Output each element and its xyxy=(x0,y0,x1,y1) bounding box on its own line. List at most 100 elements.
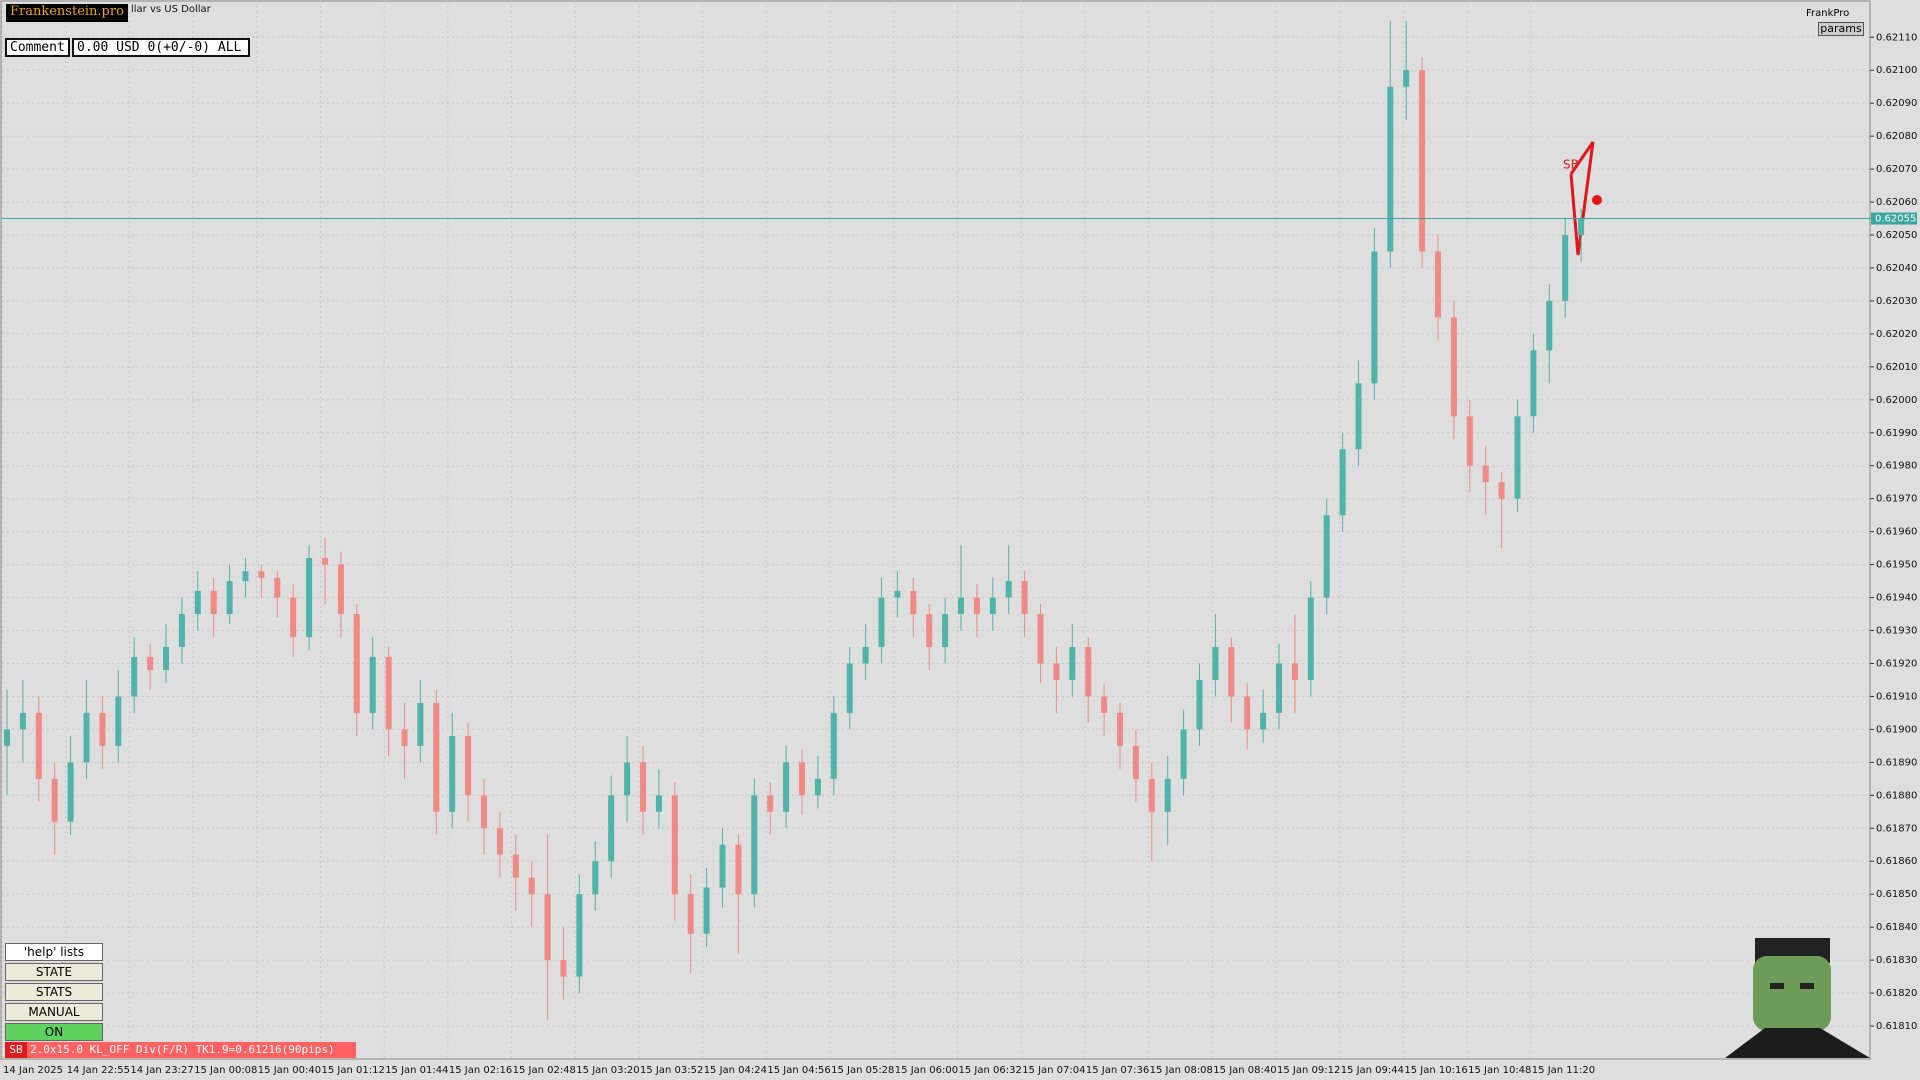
candle-body xyxy=(353,614,360,713)
x-tick-label: 14 Jan 23:27 xyxy=(130,1065,193,1076)
x-tick-label: 15 Jan 11:20 xyxy=(1532,1065,1595,1076)
y-tick-label: 0.62100 xyxy=(1876,65,1917,76)
candle-body xyxy=(1371,251,1378,384)
candle-body xyxy=(465,735,472,796)
candle-body xyxy=(258,571,265,578)
candle-body xyxy=(1419,70,1426,252)
candle-body xyxy=(1212,647,1219,680)
x-tick-label: 15 Jan 05:28 xyxy=(831,1065,894,1076)
candle-body xyxy=(274,577,281,598)
brand: Frankenstein.pro xyxy=(6,4,128,22)
state-button[interactable]: STATE xyxy=(5,963,103,981)
candle-body xyxy=(481,795,487,829)
x-tick-label: 15 Jan 07:04 xyxy=(1022,1065,1085,1076)
candle-body xyxy=(1053,663,1060,680)
y-tick-label: 0.61960 xyxy=(1876,527,1917,538)
candle-body xyxy=(1355,383,1362,450)
candle-body xyxy=(703,887,710,934)
y-tick-label: 0.61810 xyxy=(1876,1021,1917,1032)
candle-body xyxy=(608,795,615,862)
candle-body xyxy=(862,647,869,664)
candle-body xyxy=(958,597,964,615)
candle-body xyxy=(767,795,774,812)
price-tag xyxy=(1871,212,1917,225)
candle-body xyxy=(1148,778,1155,812)
params-button[interactable]: params xyxy=(1818,22,1864,36)
pattern-shape xyxy=(1569,141,1595,256)
candle-body xyxy=(1276,663,1282,713)
candle-body xyxy=(1546,300,1553,351)
y-tick-label: 0.61830 xyxy=(1876,955,1917,966)
candle-body xyxy=(449,735,456,812)
candle-body xyxy=(115,696,122,746)
x-tick-label: 15 Jan 01:12 xyxy=(322,1065,385,1076)
candle-body xyxy=(178,614,185,648)
y-tick-label: 0.61980 xyxy=(1876,461,1917,472)
candle-body xyxy=(1482,465,1489,483)
candle-body xyxy=(576,894,583,977)
candle-body xyxy=(226,581,233,615)
candle-body xyxy=(322,558,328,565)
candle-body xyxy=(1021,581,1028,615)
candle-body xyxy=(624,762,631,796)
candle-body xyxy=(560,960,567,977)
mascot-coat xyxy=(1725,1028,1870,1058)
x-tick-label: 15 Jan 10:16 xyxy=(1404,1065,1467,1076)
candle-body xyxy=(290,597,297,638)
on-button[interactable]: ON xyxy=(5,1023,103,1041)
candle-body xyxy=(1117,712,1123,746)
x-tick-label: 15 Jan 00:40 xyxy=(258,1065,321,1076)
y-tick-label: 0.62090 xyxy=(1876,98,1917,109)
candle-body xyxy=(528,877,535,895)
candle-body xyxy=(1260,712,1267,730)
candle-body xyxy=(1435,251,1441,318)
x-tick-label: 14 Jan 2025 xyxy=(3,1065,63,1076)
candle-body xyxy=(1450,317,1457,417)
candle-body xyxy=(99,712,106,746)
x-tick-label: 14 Jan 22:55 xyxy=(67,1065,130,1076)
candle-body xyxy=(1514,416,1521,499)
candle-body xyxy=(147,656,154,671)
candle-body xyxy=(67,762,74,822)
y-tick-label: 0.61860 xyxy=(1876,856,1917,867)
candle-body xyxy=(544,894,551,961)
x-tick-label: 15 Jan 06:00 xyxy=(895,1065,958,1076)
candle-body xyxy=(1085,647,1092,697)
candle-body xyxy=(417,703,424,746)
mascot-face xyxy=(1753,956,1831,1031)
candle-body xyxy=(385,656,392,730)
x-tick-label: 15 Jan 06:32 xyxy=(959,1065,1022,1076)
manual-button[interactable]: MANUAL xyxy=(5,1003,103,1021)
candle-body xyxy=(655,795,662,812)
candle-body xyxy=(799,762,805,796)
candle-body xyxy=(783,762,790,812)
candle-body xyxy=(19,712,26,730)
candle-body xyxy=(846,663,853,713)
candle-body xyxy=(1498,482,1505,499)
x-tick-label: 15 Jan 09:12 xyxy=(1277,1065,1340,1076)
x-tick-label: 15 Jan 02:16 xyxy=(449,1065,512,1076)
y-tick-label: 0.62020 xyxy=(1876,329,1917,340)
x-tick-label: 15 Jan 01:44 xyxy=(385,1065,448,1076)
pattern: SB xyxy=(1563,141,1602,256)
y-tick-label: 0.61920 xyxy=(1876,658,1917,669)
candle-body xyxy=(878,597,885,648)
candle-body xyxy=(1244,696,1251,730)
y-tick-label: 0.61880 xyxy=(1876,790,1917,801)
candle-body xyxy=(1578,218,1585,236)
y-tick-label: 0.61910 xyxy=(1876,691,1917,702)
candle-body xyxy=(1005,581,1012,598)
candle-body xyxy=(687,894,694,934)
help-button[interactable]: 'help' lists cmds xyxy=(5,943,103,975)
symbol-title: llar vs US Dollar xyxy=(131,4,212,15)
candle-body xyxy=(1069,647,1076,680)
y-tick-label: 0.61850 xyxy=(1876,889,1917,900)
candle-body xyxy=(401,729,408,746)
mascot-eye xyxy=(1800,983,1814,989)
x-tick-label: 15 Jan 10:48 xyxy=(1468,1065,1531,1076)
y-tick-label: 0.62030 xyxy=(1876,296,1917,307)
y-tick-label: 0.62040 xyxy=(1876,263,1917,274)
candle-body xyxy=(1164,778,1171,812)
stats-button[interactable]: STATS xyxy=(5,983,103,1001)
